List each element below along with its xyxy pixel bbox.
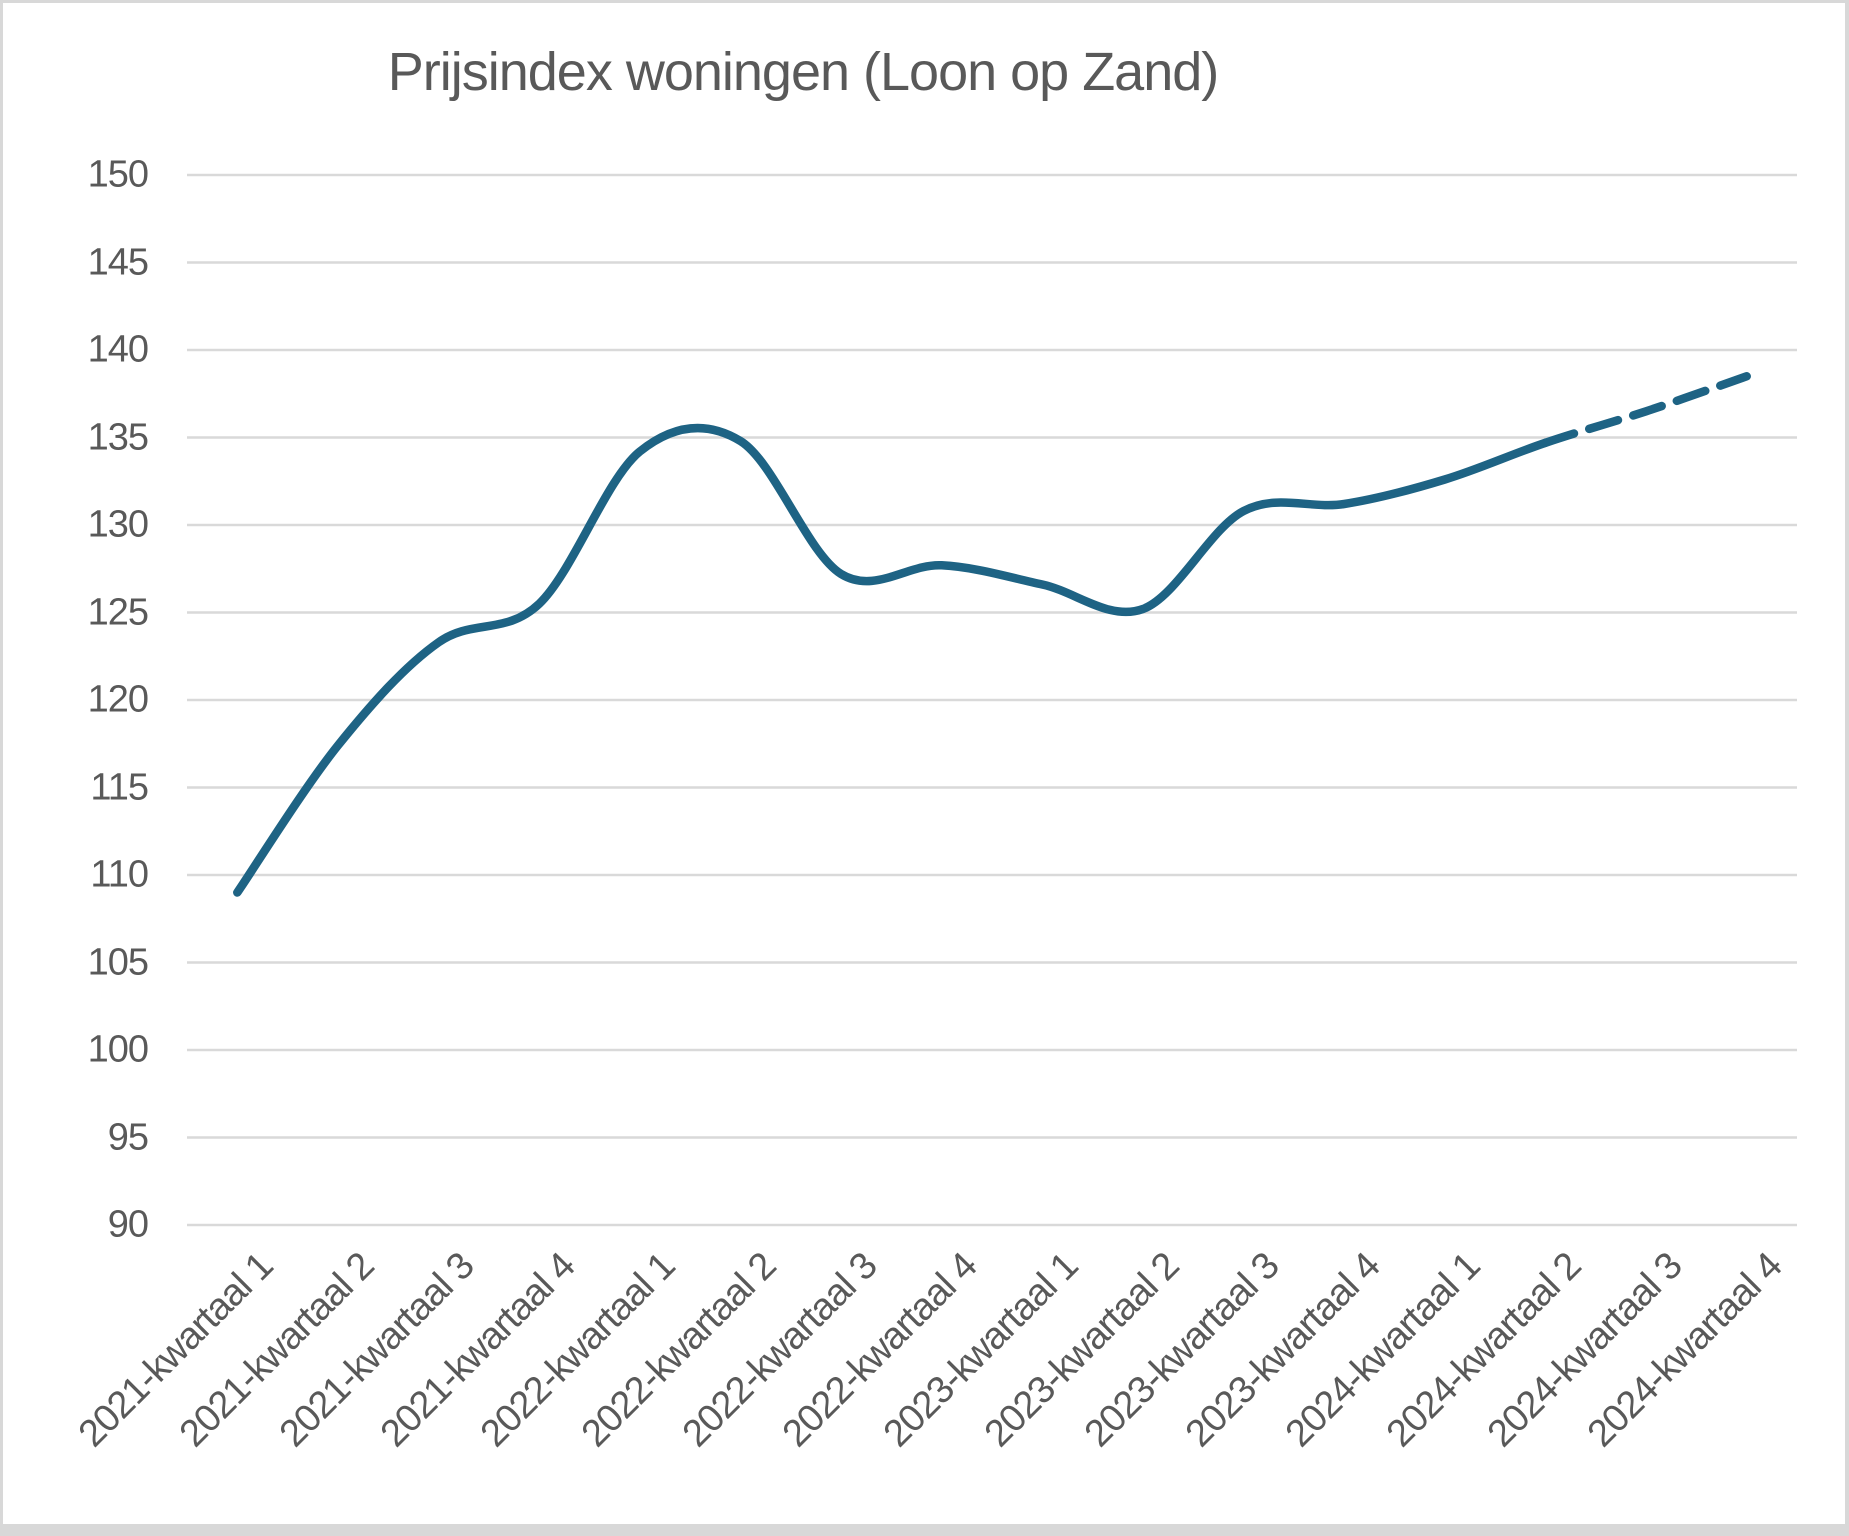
y-axis-tick-label: 135 — [87, 416, 149, 458]
price-index-forecast-line — [1541, 372, 1751, 448]
price-index-line — [233, 423, 1550, 897]
y-axis-tick-label: 120 — [87, 678, 149, 721]
chart-canvas: Prijsindex woningen (Loon op Zand) 150 14… — [3, 3, 1845, 1524]
y-axis-tick-label: 150 — [87, 153, 149, 196]
y-axis-tick-label: 115 — [90, 766, 149, 808]
line-chart-plot — [187, 173, 1797, 1227]
y-axis-tick-label: 90 — [107, 1203, 149, 1246]
y-axis-tick-label: 100 — [87, 1028, 149, 1071]
y-axis-tick-label: 130 — [87, 503, 149, 546]
y-axis-tick-label: 105 — [87, 941, 149, 983]
chart-title: Prijsindex woningen (Loon op Zand) — [387, 42, 1220, 102]
y-axis-tick-label: 110 — [90, 853, 149, 896]
y-axis-tick-label: 140 — [87, 328, 149, 371]
y-axis-tick-label: 95 — [107, 1116, 149, 1158]
y-axis-tick-label: 125 — [87, 591, 149, 633]
y-axis-tick-label: 145 — [87, 241, 149, 283]
